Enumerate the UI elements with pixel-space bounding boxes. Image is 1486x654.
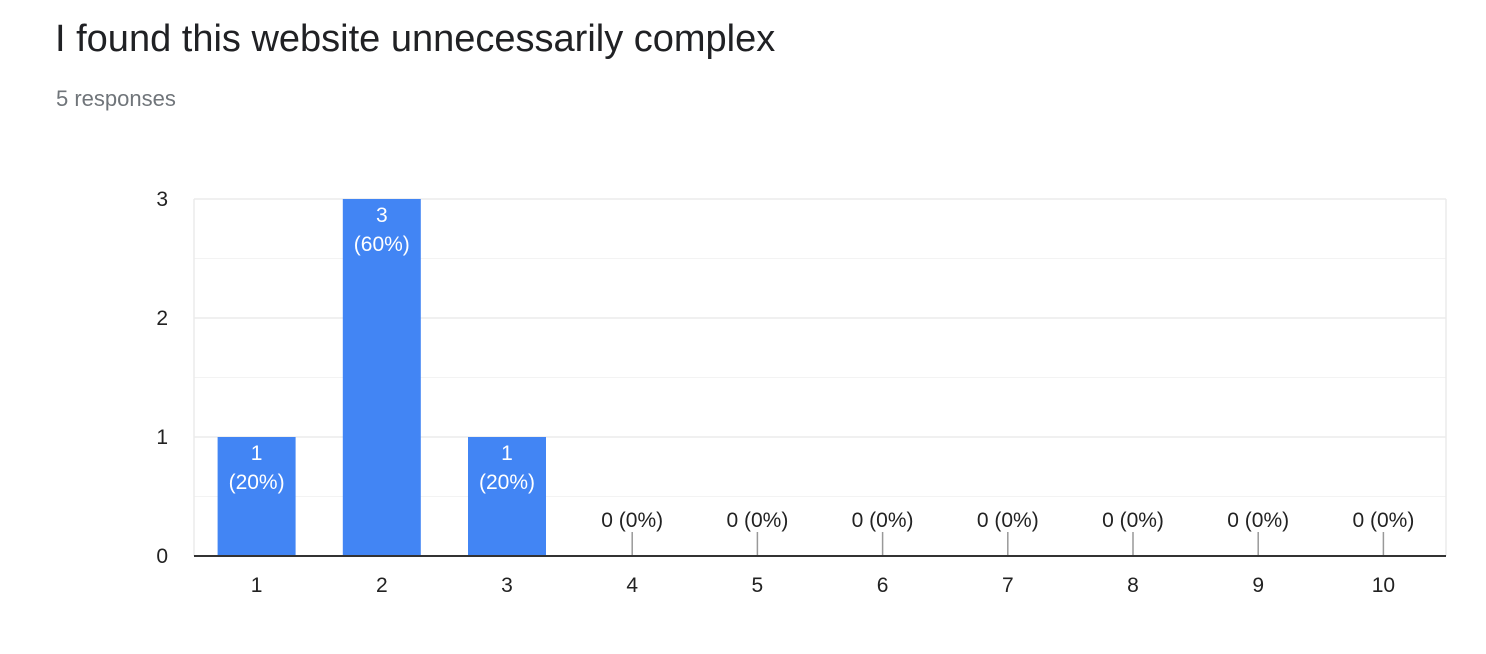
bar [342, 199, 421, 556]
x-tick-label: 4 [626, 574, 638, 597]
x-tick-label: 1 [251, 574, 263, 597]
y-tick-label: 3 [156, 188, 168, 211]
data-label: 0 (0%) [1227, 509, 1289, 532]
x-tick-label: 2 [376, 574, 388, 597]
data-label: 0 (0%) [977, 509, 1039, 532]
y-tick-label: 0 [156, 545, 168, 568]
data-label: 1 [501, 442, 513, 465]
response-count: 5 responses [56, 86, 176, 111]
data-label: 0 (0%) [726, 509, 788, 532]
data-label: 1 [251, 442, 263, 465]
x-tick-label: 10 [1372, 574, 1395, 597]
bar [468, 437, 546, 556]
data-label: (20%) [479, 471, 535, 494]
x-tick-label: 9 [1252, 574, 1264, 597]
bar [217, 437, 296, 556]
x-tick-label: 6 [877, 574, 889, 597]
data-label: 0 (0%) [1352, 509, 1414, 532]
data-label: 3 [376, 204, 388, 227]
y-tick-label: 2 [156, 307, 168, 330]
x-tick-label: 8 [1127, 574, 1139, 597]
chart-title: I found this website unnecessarily compl… [55, 18, 776, 60]
x-tick-label: 5 [752, 574, 764, 597]
data-label: 0 (0%) [852, 509, 914, 532]
data-label: 0 (0%) [1102, 509, 1164, 532]
x-tick-label: 7 [1002, 574, 1014, 597]
x-tick-label: 3 [501, 574, 513, 597]
data-label: (20%) [229, 471, 285, 494]
y-tick-label: 1 [156, 426, 168, 449]
data-label: 0 (0%) [601, 509, 663, 532]
data-label: (60%) [354, 233, 410, 256]
